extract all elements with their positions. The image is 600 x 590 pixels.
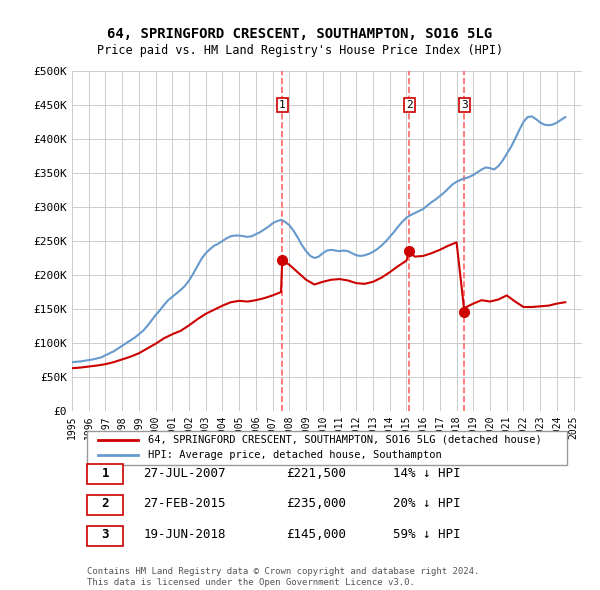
- Text: £221,500: £221,500: [286, 467, 346, 480]
- Text: 64, SPRINGFORD CRESCENT, SOUTHAMPTON, SO16 5LG (detached house): 64, SPRINGFORD CRESCENT, SOUTHAMPTON, SO…: [149, 435, 542, 445]
- Text: HPI: Average price, detached house, Southampton: HPI: Average price, detached house, Sout…: [149, 450, 442, 460]
- Text: 3: 3: [461, 100, 468, 110]
- Text: £145,000: £145,000: [286, 529, 346, 542]
- Text: 27-JUL-2007: 27-JUL-2007: [143, 467, 226, 480]
- Text: 2: 2: [406, 100, 412, 110]
- Text: 20% ↓ HPI: 20% ↓ HPI: [394, 497, 461, 510]
- Text: 1: 1: [279, 100, 286, 110]
- Text: Contains HM Land Registry data © Crown copyright and database right 2024.
This d: Contains HM Land Registry data © Crown c…: [88, 568, 479, 587]
- Text: 14% ↓ HPI: 14% ↓ HPI: [394, 467, 461, 480]
- FancyBboxPatch shape: [88, 526, 123, 546]
- Text: Price paid vs. HM Land Registry's House Price Index (HPI): Price paid vs. HM Land Registry's House …: [97, 44, 503, 57]
- Text: 64, SPRINGFORD CRESCENT, SOUTHAMPTON, SO16 5LG: 64, SPRINGFORD CRESCENT, SOUTHAMPTON, SO…: [107, 27, 493, 41]
- Text: £235,000: £235,000: [286, 497, 346, 510]
- FancyBboxPatch shape: [88, 464, 123, 484]
- FancyBboxPatch shape: [88, 431, 567, 466]
- Text: 59% ↓ HPI: 59% ↓ HPI: [394, 529, 461, 542]
- Text: 3: 3: [101, 529, 109, 542]
- Text: 1: 1: [101, 467, 109, 480]
- FancyBboxPatch shape: [88, 494, 123, 514]
- Text: 19-JUN-2018: 19-JUN-2018: [143, 529, 226, 542]
- Text: 27-FEB-2015: 27-FEB-2015: [143, 497, 226, 510]
- Text: 2: 2: [101, 497, 109, 510]
